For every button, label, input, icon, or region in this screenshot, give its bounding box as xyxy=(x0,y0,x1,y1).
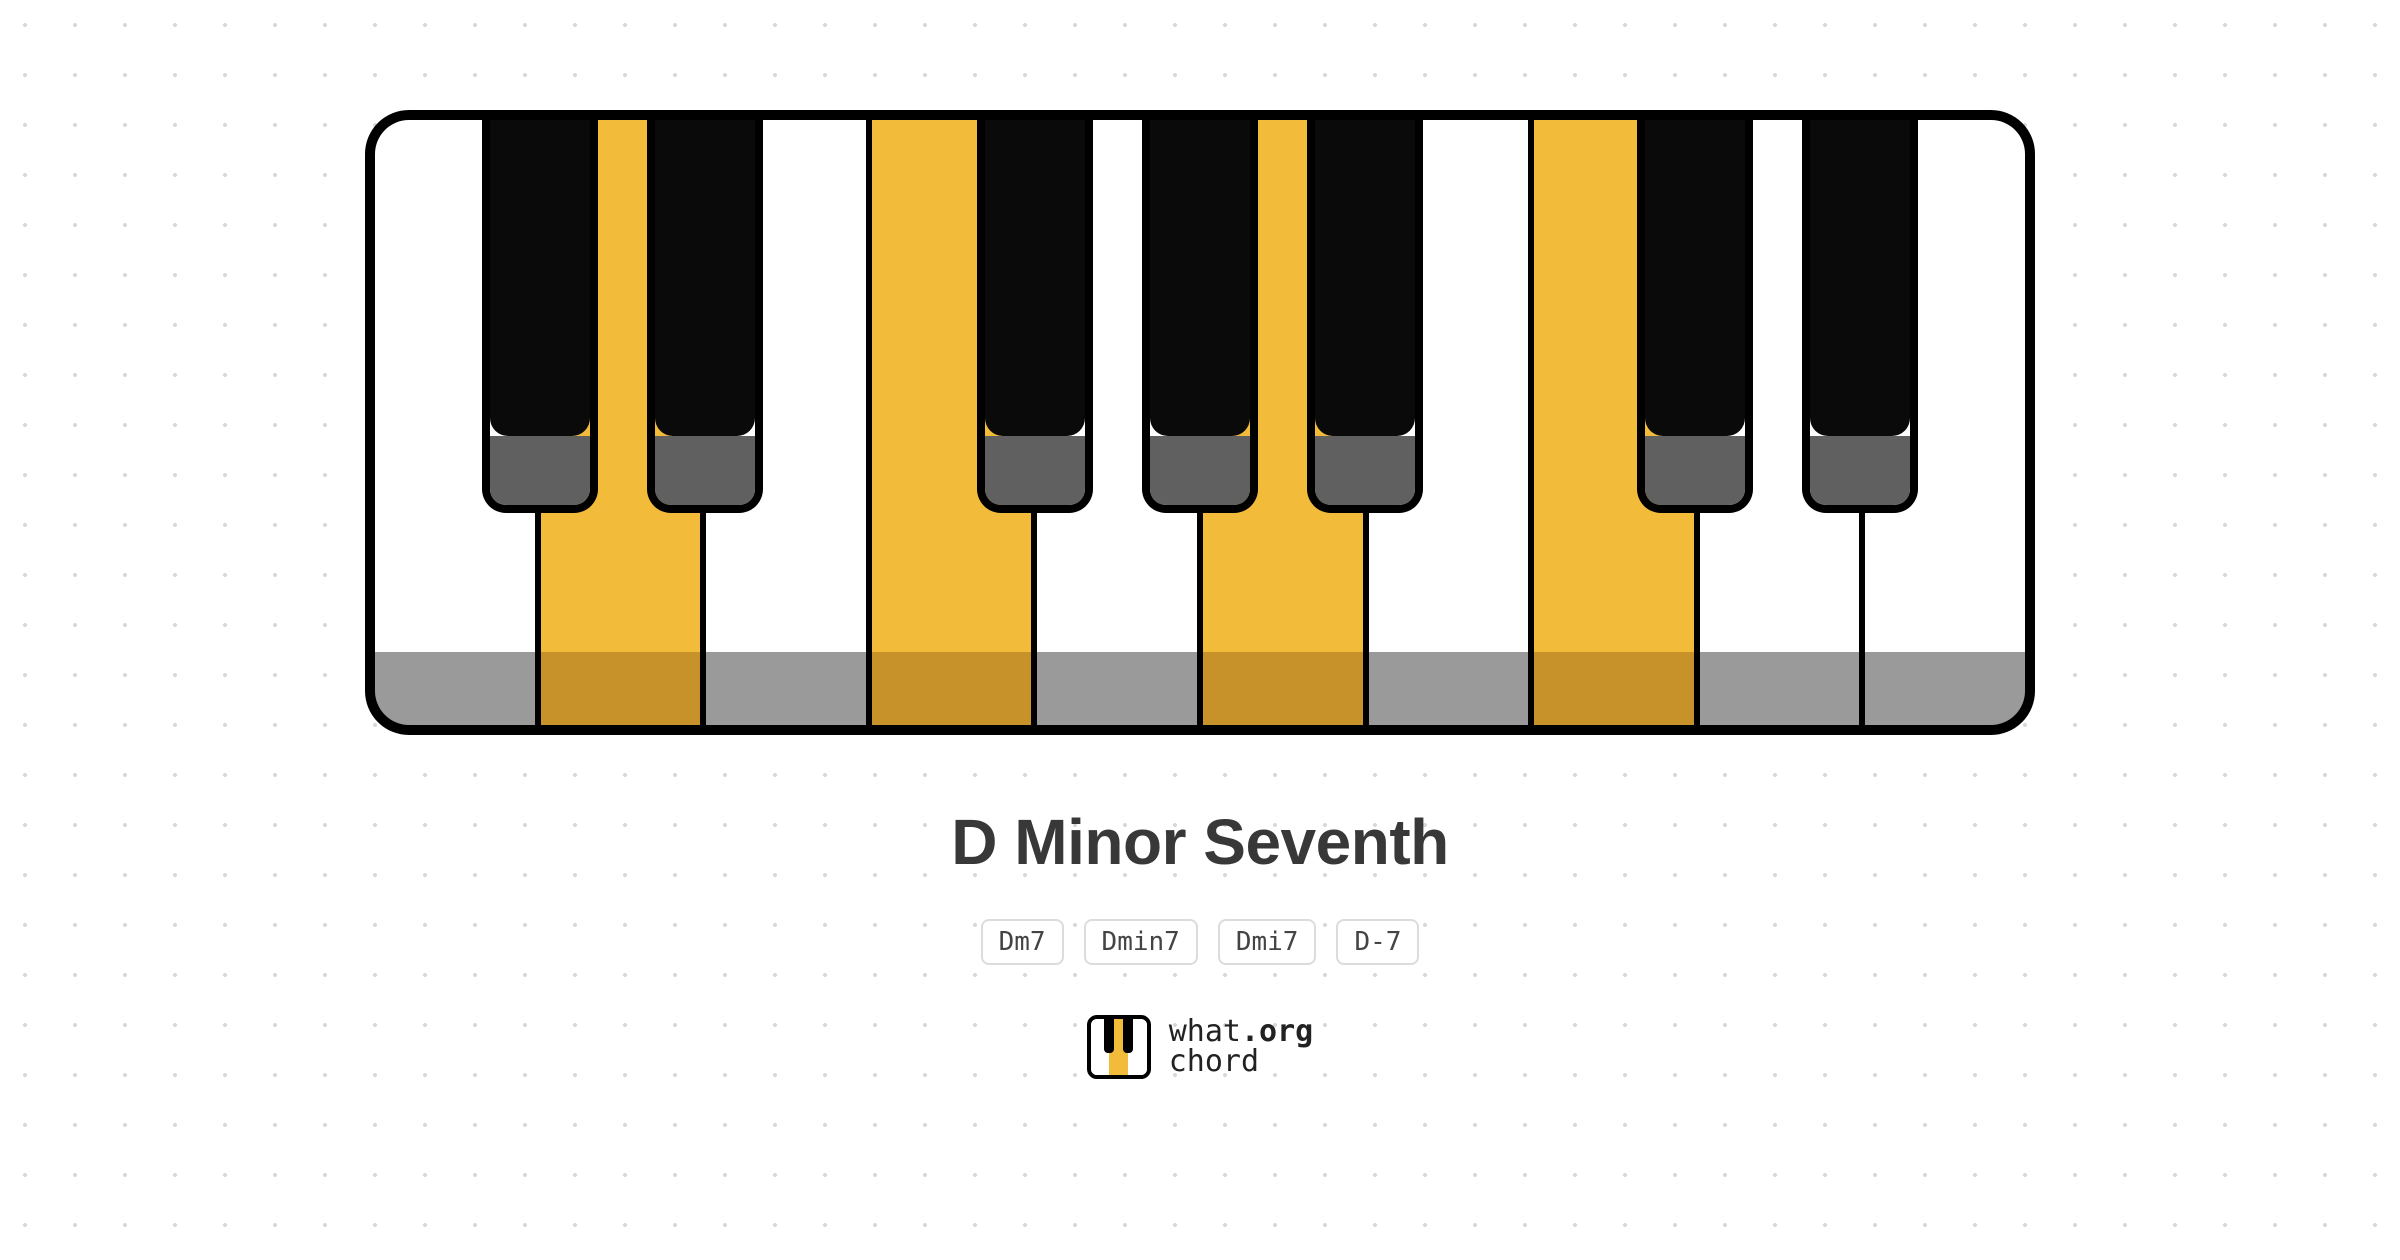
keyboard-frame xyxy=(365,110,2035,735)
chord-alias: Dmin7 xyxy=(1084,919,1198,965)
white-keys-row xyxy=(375,120,2025,725)
white-key xyxy=(541,120,707,725)
chord-alias: Dm7 xyxy=(981,919,1064,965)
brand: what .org chord xyxy=(1087,1015,1314,1079)
piano-keyboard xyxy=(365,110,2035,735)
white-key xyxy=(375,120,541,725)
white-key xyxy=(1369,120,1535,725)
white-key xyxy=(1865,120,2025,725)
chord-alias: D-7 xyxy=(1336,919,1419,965)
white-key xyxy=(1534,120,1700,725)
brand-line1-right: .org xyxy=(1241,1017,1313,1047)
chord-title: D Minor Seventh xyxy=(951,805,1448,879)
brand-line2: chord xyxy=(1169,1047,1314,1077)
white-key xyxy=(706,120,872,725)
brand-line1-left: what xyxy=(1169,1017,1241,1047)
chord-alias: Dmi7 xyxy=(1218,919,1317,965)
white-key xyxy=(1700,120,1866,725)
brand-text: what .org chord xyxy=(1169,1017,1314,1077)
white-key xyxy=(1037,120,1203,725)
white-key xyxy=(872,120,1038,725)
white-key xyxy=(1203,120,1369,725)
chord-aliases: Dm7 Dmin7 Dmi7 D-7 xyxy=(981,919,1420,965)
brand-icon xyxy=(1087,1015,1151,1079)
